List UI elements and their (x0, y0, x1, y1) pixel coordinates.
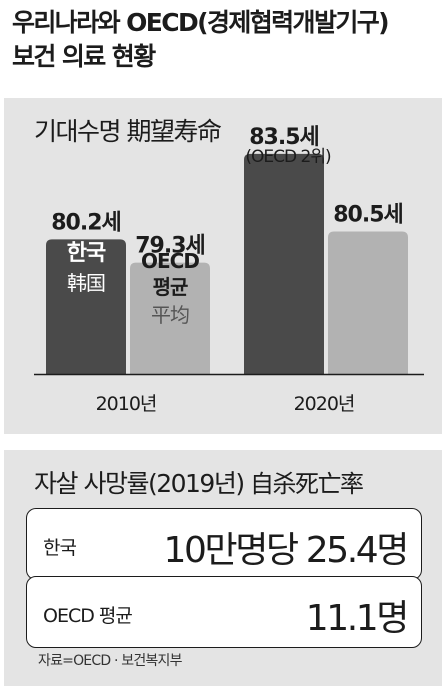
bar-value-label-0-1: 79.3세 (135, 234, 205, 259)
bar-1-0 (244, 153, 324, 374)
annotation-oecd-rank: (OECD 2위) (245, 147, 331, 167)
suicide-row-oecd: OECD 평균 11.1명 (26, 576, 422, 648)
main-title-line1: 우리나라와 OECD(경제협력개발기구) (12, 8, 390, 37)
suicide-row-oecd-value: 11.1명 (305, 598, 410, 639)
suicide-row-oecd-label: OECD 평균 (43, 605, 133, 627)
bar-value-label-1-0: 83.5세 (249, 125, 319, 150)
suicide-row-korea-label: 한국 (43, 537, 77, 559)
suicide-rate-title-ko: 자살 사망률(2019년) (34, 469, 245, 498)
suicide-rate-title-han: 自杀死亡率 (250, 470, 364, 498)
bar-0-1 (130, 262, 210, 374)
x-tick-label-0: 2010년 (96, 393, 157, 415)
main-title-line2: 보건 의료 현황 (12, 42, 156, 71)
bar-value-label-0-0: 80.2세 (51, 210, 121, 235)
series-label-korea-sub: 韩国 (67, 271, 105, 295)
suicide-row-korea: 한국 10만명당 25.4명 (26, 508, 422, 580)
suicide-rate-panel: 자살 사망률(2019년) 自杀死亡率 한국 10만명당 25.4명 OECD … (4, 450, 442, 686)
bar-value-label-1-1: 80.5세 (333, 203, 403, 228)
life-expectancy-title: 기대수명 期望寿命 (34, 117, 222, 146)
x-tick-label-1: 2020년 (294, 393, 355, 415)
suicide-row-korea-value: 10만명당 25.4명 (163, 530, 410, 571)
series-label-korea: 한국 (67, 241, 106, 266)
series-label-oecd-sub: 平均 (151, 303, 189, 327)
main-title: 우리나라와 OECD(경제협력개발기구) 보건 의료 현황 (12, 6, 440, 74)
suicide-rate-title: 자살 사망률(2019년) 自杀死亡率 (34, 464, 364, 500)
bar-1-1 (328, 231, 408, 374)
bar-0-0 (46, 239, 126, 374)
series-label-oecd: OECD (141, 249, 199, 273)
source-note: 자료=OECD · 보건복지부 (38, 653, 182, 669)
series-label-oecd-2: 평균 (153, 275, 188, 299)
